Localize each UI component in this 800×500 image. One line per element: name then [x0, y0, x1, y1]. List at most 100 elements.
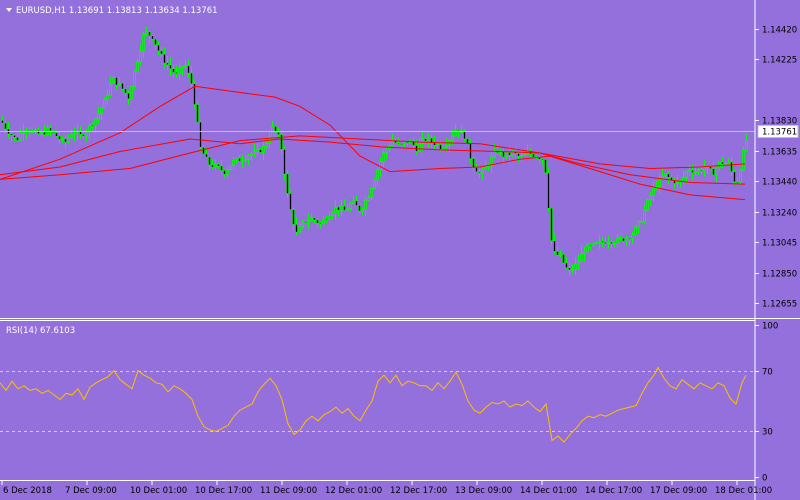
candle	[424, 136, 427, 145]
candle	[106, 89, 109, 105]
candle	[94, 118, 97, 134]
candle	[214, 159, 217, 171]
moving-average-line	[0, 135, 746, 180]
candle	[556, 246, 559, 257]
candle	[619, 235, 622, 241]
candle	[571, 264, 574, 275]
candle	[403, 141, 406, 148]
y-tick-label: 1.13635	[762, 148, 797, 158]
x-tick-label: 17 Dec 09:00	[650, 486, 707, 496]
candle	[130, 85, 133, 100]
candle	[250, 152, 253, 161]
candle	[745, 134, 748, 153]
candle	[661, 168, 664, 180]
candle	[697, 167, 700, 176]
candle	[58, 131, 61, 145]
x-tick-label: 14 Dec 17:00	[585, 486, 642, 496]
x-tick-label: 12 Dec 17:00	[390, 486, 447, 496]
candle	[367, 194, 370, 202]
candle	[583, 246, 586, 262]
candle	[133, 70, 136, 90]
candle	[346, 203, 349, 211]
candle	[376, 167, 379, 187]
candle	[733, 169, 736, 185]
candle	[103, 97, 106, 109]
candle	[328, 211, 331, 221]
candle	[739, 168, 742, 185]
candle	[235, 157, 238, 164]
last-price-badge	[757, 125, 799, 138]
main-plot[interactable]	[0, 26, 755, 277]
candle	[61, 136, 64, 143]
triangle-down-icon[interactable]	[6, 8, 12, 12]
candle	[229, 165, 232, 171]
candle	[712, 162, 715, 176]
candle	[703, 159, 706, 177]
candle	[289, 190, 292, 211]
candle	[553, 233, 556, 255]
candle	[598, 235, 601, 249]
y-tick-label: 1.13440	[762, 178, 797, 188]
candle	[13, 134, 16, 142]
candle	[217, 162, 220, 169]
candle	[286, 169, 289, 198]
candle	[151, 35, 154, 41]
candle	[160, 46, 163, 58]
candle	[190, 66, 193, 90]
candle	[730, 157, 733, 176]
candle	[418, 137, 421, 152]
candle	[175, 65, 178, 78]
candle	[304, 221, 307, 226]
rsi-plot[interactable]	[0, 366, 755, 443]
candle	[658, 173, 661, 195]
candle	[505, 152, 508, 160]
candle	[520, 149, 523, 162]
candle	[337, 206, 340, 217]
candle	[652, 182, 655, 201]
candle	[547, 168, 550, 211]
candle	[109, 76, 112, 97]
candle	[541, 158, 544, 165]
candle	[715, 165, 718, 183]
candle	[244, 155, 247, 163]
y-tick-label: 1.13045	[762, 239, 797, 249]
candle	[136, 57, 139, 74]
candle	[385, 147, 388, 159]
candle	[205, 150, 208, 158]
candle	[580, 246, 583, 262]
x-tick-label: 10 Dec 01:00	[130, 486, 187, 496]
y-tick-label: 1.12850	[762, 270, 797, 280]
candle	[595, 241, 598, 245]
candle	[511, 149, 514, 158]
candle	[478, 166, 481, 179]
candle	[667, 171, 670, 184]
candle	[154, 38, 157, 50]
candle	[412, 137, 415, 150]
candle	[646, 198, 649, 212]
candle	[220, 159, 223, 175]
candle	[1, 116, 4, 125]
candle	[643, 205, 646, 225]
candle	[247, 153, 250, 165]
y-tick-label: 1.13830	[762, 117, 797, 127]
candle	[82, 131, 85, 139]
x-tick-label: 12 Dec 01:00	[325, 486, 382, 496]
candle	[64, 135, 67, 149]
candle	[613, 241, 616, 247]
candle	[586, 243, 589, 253]
candle	[373, 177, 376, 190]
candle	[454, 123, 457, 137]
moving-average-line	[0, 85, 746, 201]
y-tick-label: 1.14225	[762, 56, 797, 66]
candle	[313, 216, 316, 224]
candle	[331, 210, 334, 220]
candle	[340, 199, 343, 216]
candle	[544, 158, 547, 175]
moving-average-line	[0, 138, 746, 185]
candle	[334, 199, 337, 220]
candle	[640, 218, 643, 223]
candle	[421, 132, 424, 151]
candle	[91, 122, 94, 131]
